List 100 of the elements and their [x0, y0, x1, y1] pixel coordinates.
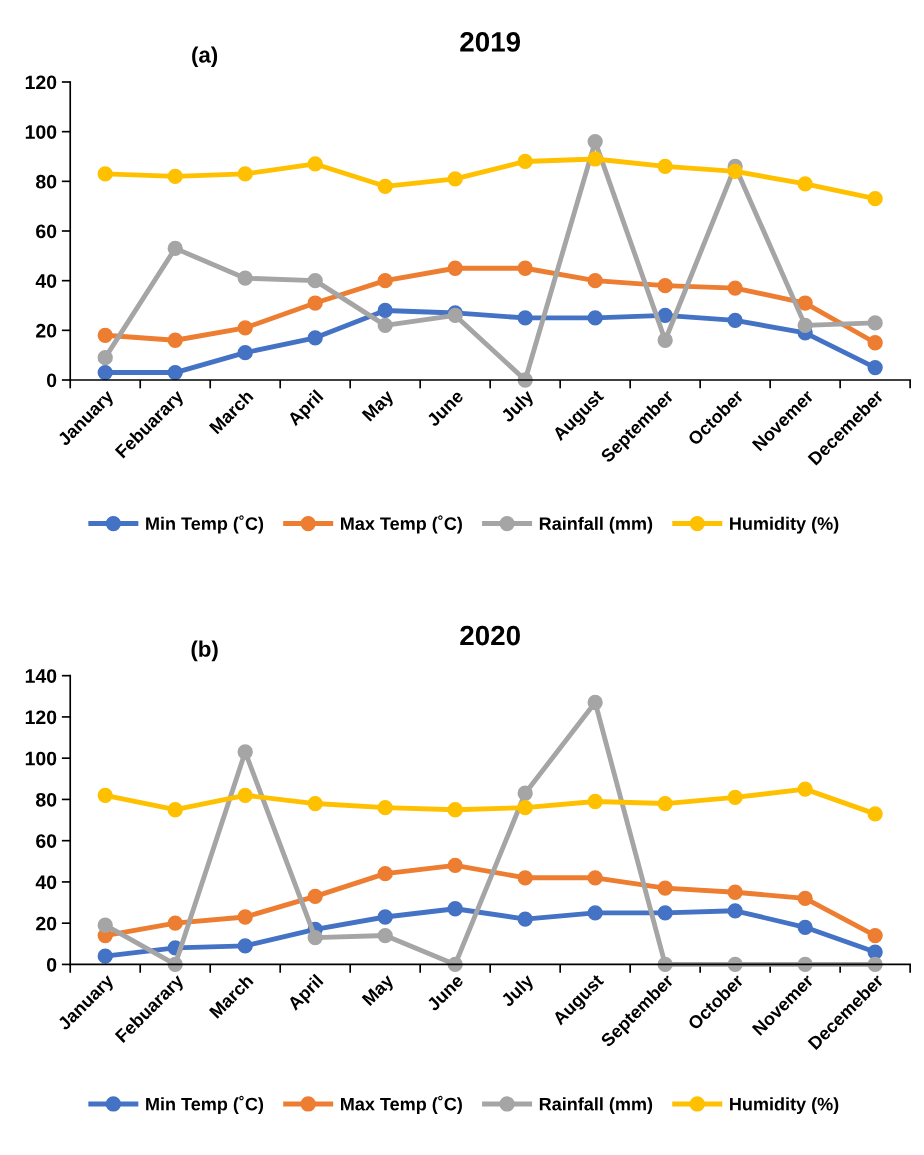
- point: [867, 335, 883, 351]
- point: [237, 938, 253, 954]
- point: [587, 151, 603, 167]
- point: [657, 905, 673, 921]
- legend-label: Rainfall (mm): [539, 516, 653, 534]
- point: [587, 133, 603, 150]
- point: [797, 919, 813, 935]
- point: [377, 302, 393, 319]
- point: [587, 793, 603, 810]
- y-tick-label: 60: [36, 224, 57, 239]
- point: [657, 795, 673, 812]
- point: [867, 191, 883, 207]
- point: [447, 171, 463, 187]
- point: [447, 857, 463, 874]
- point: [867, 806, 883, 822]
- point: [517, 800, 533, 816]
- chart-title: 2019: [460, 32, 521, 52]
- point: [797, 956, 813, 973]
- y-tick-label: 100: [25, 751, 57, 766]
- point: [517, 911, 533, 927]
- y-tick-label: 0: [46, 957, 57, 972]
- point: [587, 273, 603, 289]
- legend-label: Rainfall (mm): [539, 1097, 653, 1115]
- point: [727, 280, 743, 296]
- point: [867, 956, 883, 973]
- point: [797, 781, 813, 797]
- point: [727, 312, 743, 329]
- point: [657, 332, 673, 348]
- point: [377, 909, 393, 925]
- legend-label: Max Temp (˚C): [341, 515, 462, 534]
- point: [377, 800, 393, 816]
- point: [727, 956, 743, 973]
- legend-label: Min Temp (˚C): [146, 515, 264, 534]
- point: [867, 359, 883, 376]
- y-tick-label: 0: [46, 373, 57, 388]
- point: [517, 870, 533, 886]
- point: [167, 240, 183, 257]
- point: [587, 694, 603, 711]
- y-tick-label: 20: [36, 916, 57, 931]
- y-tick-label: 120: [25, 75, 57, 90]
- point: [657, 307, 673, 324]
- legend-label: Humidity (%): [730, 1097, 839, 1115]
- point: [307, 795, 323, 812]
- legend-label: Min Temp (˚C): [146, 1095, 264, 1115]
- y-tick-label: 80: [36, 174, 57, 189]
- point: [657, 956, 673, 973]
- point: [167, 915, 183, 931]
- y-tick-label: 60: [36, 834, 57, 848]
- y-tick-label: 40: [35, 875, 57, 890]
- point: [587, 905, 603, 921]
- y-tick-label: 80: [36, 792, 57, 807]
- point: [797, 295, 813, 311]
- point: [307, 156, 323, 172]
- text: (b): [191, 640, 218, 662]
- point: [377, 927, 393, 944]
- y-tick-label: 20: [36, 323, 57, 338]
- point: [657, 880, 673, 896]
- point: [797, 890, 813, 907]
- y-tick-label: 140: [25, 669, 57, 683]
- point: [517, 260, 533, 276]
- chart-title: 2020: [460, 625, 520, 646]
- point: [237, 320, 253, 336]
- point: [727, 903, 743, 919]
- point: [727, 884, 743, 900]
- point: [377, 866, 393, 882]
- point: [867, 927, 883, 944]
- y-tick-label: 120: [25, 710, 57, 725]
- y-tick-label: 100: [25, 125, 57, 139]
- point: [867, 315, 883, 331]
- point: [727, 163, 743, 180]
- point: [797, 176, 813, 192]
- legend-label: Humidity (%): [730, 516, 839, 534]
- point: [727, 789, 743, 806]
- point: [657, 277, 673, 294]
- point: [447, 802, 463, 818]
- point: [167, 956, 183, 973]
- point: [237, 166, 253, 182]
- point: [97, 364, 113, 381]
- point: [97, 917, 113, 933]
- point: [97, 166, 113, 182]
- point: [517, 153, 533, 170]
- point: [167, 802, 183, 818]
- point: [237, 270, 253, 286]
- legend-label: Max Temp (˚C): [341, 1095, 462, 1115]
- point: [307, 295, 323, 311]
- point: [517, 785, 533, 801]
- point: [167, 364, 183, 381]
- point: [237, 345, 253, 361]
- point: [797, 317, 813, 334]
- point: [447, 956, 463, 973]
- point: [237, 909, 253, 925]
- point: [307, 888, 323, 905]
- point: [307, 330, 323, 346]
- point: [97, 948, 113, 964]
- point: [237, 787, 253, 803]
- point: [377, 178, 393, 194]
- point: [377, 273, 393, 289]
- point: [97, 327, 113, 343]
- point: [97, 350, 113, 366]
- point: [307, 273, 323, 289]
